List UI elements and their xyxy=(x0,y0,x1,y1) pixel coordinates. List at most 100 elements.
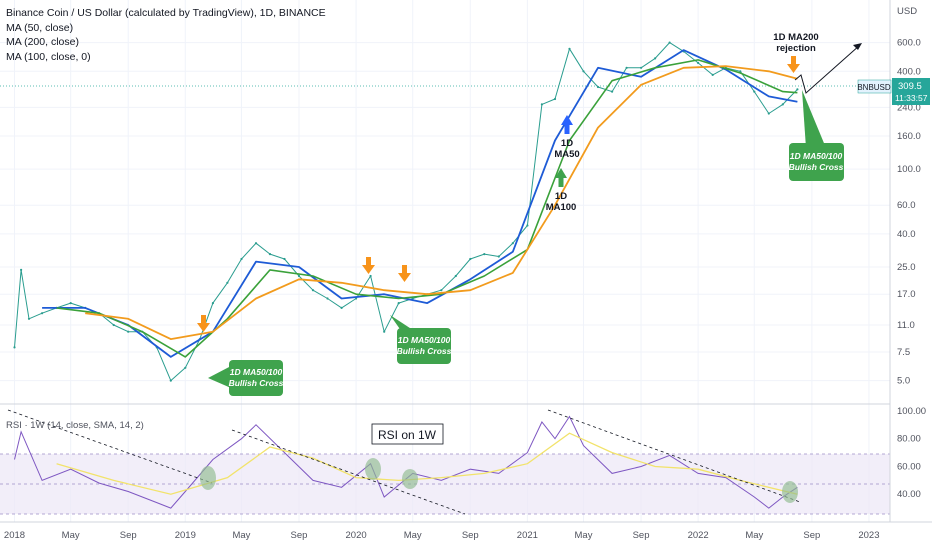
orange-arrow-icon xyxy=(787,56,800,73)
price-point xyxy=(254,242,258,245)
price-point xyxy=(69,302,72,305)
ma100-line[interactable] xyxy=(56,59,798,358)
price-point xyxy=(226,281,229,284)
y-tick-label: 100.0 xyxy=(897,164,921,175)
price-point xyxy=(184,366,187,369)
y-tick-label: 25.0 xyxy=(897,262,916,273)
rsi-trendline-3 xyxy=(547,409,801,503)
bullish-cross-callout-2[interactable]: 1D MA50/100 Bullish Cross xyxy=(390,315,452,364)
legend-symbol[interactable]: Binance Coin / US Dollar (calculated by … xyxy=(6,7,326,19)
x-tick-label: 2021 xyxy=(517,530,538,541)
x-tick-label: May xyxy=(62,530,80,541)
bullish-cross-callout-3[interactable]: 1D MA50/100 Bullish Cross xyxy=(789,90,844,181)
y-tick-label: 5.0 xyxy=(897,376,910,387)
x-tick-label: Sep xyxy=(291,530,308,541)
price-point xyxy=(526,224,529,227)
symbol-badge[interactable]: BNBUSD xyxy=(857,79,892,94)
ma200-line[interactable] xyxy=(85,65,798,341)
price-point xyxy=(767,112,770,115)
price-point xyxy=(483,253,486,256)
rsi-highlight-2 xyxy=(365,458,381,480)
series-layer xyxy=(13,41,799,509)
green-arrow-icon xyxy=(555,168,567,187)
callout-3-line1: 1D MA50/100 xyxy=(790,151,843,161)
y-unit-label: USD xyxy=(897,6,917,17)
y-tick-label: 400.0 xyxy=(897,66,921,77)
legend-ma50[interactable]: MA (50, close) xyxy=(6,21,74,34)
ma50-line[interactable] xyxy=(42,49,798,358)
price-point xyxy=(625,66,628,69)
price-point xyxy=(739,70,742,73)
y-tick-label: 17.0 xyxy=(897,289,916,300)
rsi-legend[interactable]: RSI · 1W (14, close, SMA, 14, 2) xyxy=(6,420,144,431)
price-point xyxy=(753,90,756,93)
legend-ma100[interactable]: MA (100, close, 0) xyxy=(6,50,91,63)
price-point xyxy=(711,73,714,76)
bullish-cross-callout-1[interactable]: 1D MA50/100 Bullish Cross xyxy=(208,360,284,396)
x-tick-label: Sep xyxy=(120,530,137,541)
callout-1-line2: Bullish Cross xyxy=(229,378,284,388)
price-point xyxy=(568,47,571,50)
ma100-label-line1: 1D xyxy=(555,191,567,202)
chart-legend[interactable]: Binance Coin / US Dollar (calculated by … xyxy=(6,6,326,64)
rsi-tick-label: 40.00 xyxy=(897,489,921,500)
price-point xyxy=(20,268,23,271)
price-badge-countdown: 11:33:57 xyxy=(895,93,928,103)
price-point xyxy=(326,297,329,300)
y-tick-label: 240.0 xyxy=(897,102,921,113)
ma50-label-line2: MA50 xyxy=(554,149,579,160)
y-tick-label: 160.0 xyxy=(897,131,921,142)
y-tick-label: 600.0 xyxy=(897,38,921,49)
y-tick-label: 60.0 xyxy=(897,200,916,211)
legend-ma200[interactable]: MA (200, close) xyxy=(6,36,79,48)
price-point xyxy=(283,257,286,261)
price-point xyxy=(383,330,386,333)
price-point xyxy=(311,289,315,292)
price-point xyxy=(127,330,130,333)
ma50-label-line1: 1D xyxy=(561,138,573,149)
x-tick-label: May xyxy=(575,530,593,541)
price-point xyxy=(440,289,443,292)
x-tick-label: May xyxy=(745,530,763,541)
price-point xyxy=(654,57,657,60)
callout-2-line2: Bullish Cross xyxy=(397,346,452,356)
price-point xyxy=(297,274,301,278)
rsi-label-text: RSI on 1W xyxy=(378,428,437,442)
ma100-label-line2: MA100 xyxy=(546,202,577,213)
price-point xyxy=(511,242,514,245)
price-point xyxy=(169,379,172,382)
price-point xyxy=(240,257,243,261)
price-point xyxy=(497,255,500,258)
price-point xyxy=(411,297,414,300)
callout-3-line2: Bullish Cross xyxy=(789,162,844,172)
price-point xyxy=(540,103,544,106)
price-point xyxy=(796,88,799,91)
symbol-badge-text: BNBUSD xyxy=(857,83,891,92)
x-tick-label: Sep xyxy=(803,530,820,541)
x-tick-label: 2020 xyxy=(346,530,367,541)
price-point xyxy=(454,274,457,278)
price-point xyxy=(640,66,643,69)
callout-1-line1: 1D MA50/100 xyxy=(230,367,283,377)
projection-path xyxy=(794,44,861,94)
rsi-tick-label: 100.00 xyxy=(897,406,926,417)
price-point xyxy=(211,302,214,305)
price-point xyxy=(668,41,671,44)
rsi-tick-label: 60.00 xyxy=(897,461,921,472)
price-point xyxy=(268,253,272,256)
blue-arrow-icon xyxy=(561,115,573,134)
orange-arrow-icon xyxy=(362,257,375,274)
y-tick-label: 40.0 xyxy=(897,229,916,240)
price-point xyxy=(27,317,31,320)
orange-arrow-icon xyxy=(197,315,210,332)
price-point xyxy=(340,306,343,309)
x-tick-label: 2023 xyxy=(858,530,879,541)
price-point xyxy=(469,257,472,261)
price-badge[interactable]: 309.5 11:33:57 xyxy=(892,78,930,105)
grid xyxy=(0,0,890,522)
price-point xyxy=(596,85,600,89)
y-tick-label: 11.0 xyxy=(897,320,915,331)
x-tick-label: Sep xyxy=(633,530,650,541)
x-tick-label: 2018 xyxy=(4,530,25,541)
